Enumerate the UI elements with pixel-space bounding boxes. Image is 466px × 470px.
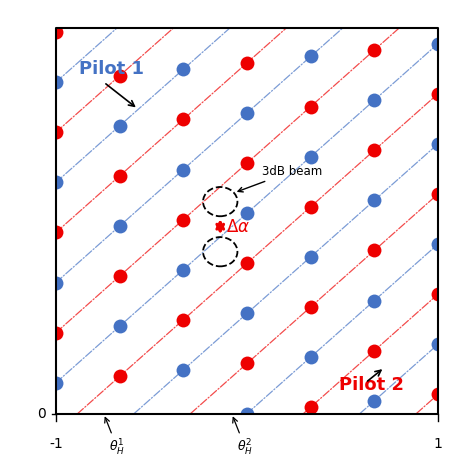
Point: [52, 78, 60, 86]
Text: $\theta$: $\theta$: [465, 404, 466, 423]
Point: [179, 366, 187, 374]
Point: [179, 166, 187, 173]
Point: [243, 310, 251, 317]
Point: [52, 179, 60, 186]
Point: [434, 240, 442, 248]
Point: [179, 116, 187, 123]
Point: [179, 65, 187, 73]
Point: [307, 253, 315, 261]
Text: 3dB beam: 3dB beam: [238, 164, 322, 192]
Point: [243, 109, 251, 117]
Point: [370, 196, 378, 204]
Point: [370, 96, 378, 104]
Point: [370, 46, 378, 54]
Point: [243, 259, 251, 267]
Text: 1: 1: [433, 437, 443, 451]
Point: [307, 403, 315, 411]
Text: $\theta_H^2$: $\theta_H^2$: [233, 417, 254, 458]
Point: [434, 90, 442, 97]
Point: [434, 290, 442, 298]
Point: [243, 59, 251, 67]
Point: [116, 222, 123, 230]
Point: [370, 247, 378, 254]
Point: [307, 153, 315, 160]
Point: [434, 40, 442, 47]
Point: [116, 72, 123, 79]
Point: [116, 373, 123, 380]
Point: [116, 273, 123, 280]
Text: 0: 0: [38, 407, 46, 421]
Point: [307, 103, 315, 110]
Text: Pilot 1: Pilot 1: [79, 61, 144, 78]
Point: [434, 391, 442, 398]
Point: [116, 322, 123, 330]
Point: [307, 353, 315, 361]
Point: [307, 53, 315, 60]
Point: [179, 216, 187, 223]
Point: [370, 147, 378, 154]
Point: [370, 347, 378, 354]
Point: [434, 140, 442, 148]
Point: [52, 279, 60, 286]
Point: [370, 397, 378, 405]
Point: [179, 266, 187, 274]
Point: [116, 122, 123, 130]
Point: [307, 203, 315, 211]
Point: [52, 329, 60, 337]
Text: -1: -1: [49, 437, 63, 451]
Point: [434, 190, 442, 198]
Point: [52, 128, 60, 136]
Text: $\theta_H^1$: $\theta_H^1$: [105, 417, 125, 458]
Point: [243, 159, 251, 167]
Point: [52, 28, 60, 36]
Point: [52, 379, 60, 386]
Point: [243, 210, 251, 217]
Point: [116, 172, 123, 180]
Point: [307, 303, 315, 311]
Point: [179, 316, 187, 323]
Text: Pilot 2: Pilot 2: [339, 376, 404, 394]
Point: [243, 410, 251, 417]
Point: [434, 340, 442, 348]
Point: [370, 297, 378, 304]
Text: $\Delta\alpha$: $\Delta\alpha$: [226, 218, 250, 235]
Point: [52, 229, 60, 236]
Point: [243, 360, 251, 367]
